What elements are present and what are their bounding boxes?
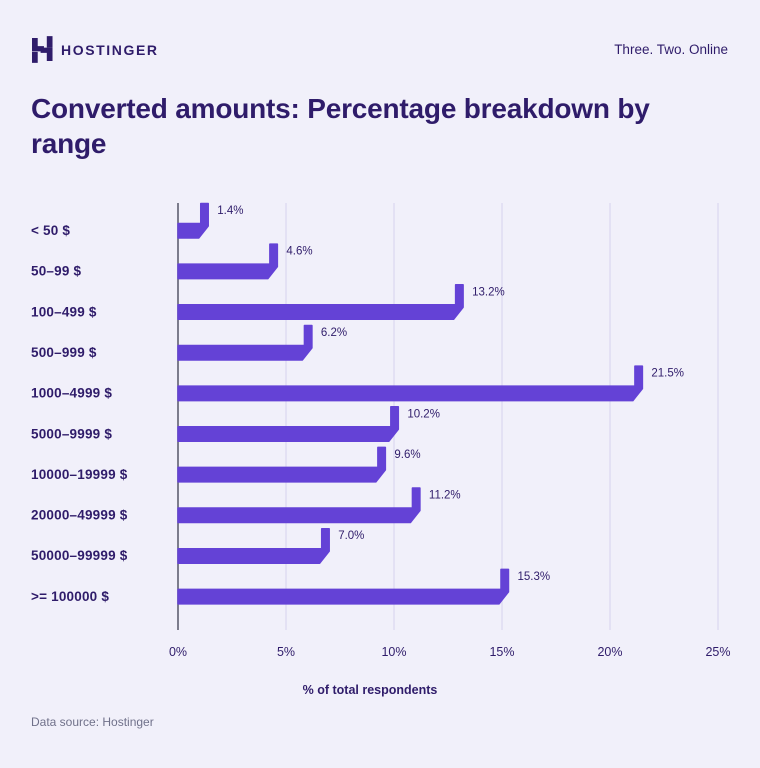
bar: [177, 487, 421, 524]
bar-value-label: 9.6%: [394, 449, 420, 461]
x-axis-label: % of total respondents: [302, 683, 438, 697]
bar: [177, 446, 387, 483]
bar-value-label: 7.0%: [338, 530, 364, 542]
x-tick-label: 25%: [705, 645, 730, 659]
x-tick-label: 20%: [597, 645, 622, 659]
category-label: 1000–4999 $: [31, 386, 112, 401]
category-label: 50000–99999 $: [31, 548, 128, 563]
category-label: 20000–49999 $: [31, 508, 128, 523]
category-label: 5000–9999 $: [31, 426, 112, 441]
category-label: < 50 $: [31, 223, 70, 238]
x-tick-label: 10%: [381, 645, 406, 659]
hostinger-h-logo-icon: [32, 36, 53, 63]
data-source-note: Data source: Hostinger: [31, 715, 154, 729]
bar-value-label: 13.2%: [472, 286, 505, 298]
x-tick-label: 5%: [277, 645, 295, 659]
category-label: 50–99 $: [31, 264, 81, 279]
bar: [177, 324, 313, 361]
bar: [177, 284, 464, 321]
bar: [177, 365, 644, 402]
x-tick-label: 15%: [489, 645, 514, 659]
category-label: >= 100000 $: [31, 589, 109, 604]
bar-value-label: 11.2%: [429, 490, 461, 502]
bar: [177, 243, 279, 280]
category-label: 500–999 $: [31, 345, 97, 360]
bar: [177, 406, 400, 442]
bar-value-label: 4.6%: [286, 246, 312, 258]
bar: [177, 527, 330, 564]
bar-value-label: 21.5%: [651, 368, 684, 380]
brand-name: HOSTINGER: [61, 41, 159, 58]
x-tick-label: 0%: [169, 645, 187, 659]
bar: [177, 568, 510, 605]
category-label: 100–499 $: [31, 304, 97, 319]
header: HOSTINGER Three. Two. Online: [0, 0, 760, 70]
brand-logo: HOSTINGER: [32, 36, 159, 63]
header-tagline: Three. Two. Online: [614, 42, 728, 57]
bar-value-label: 6.2%: [321, 327, 347, 339]
category-label: 10000–19999 $: [31, 467, 128, 482]
bar: [177, 202, 209, 239]
bar-value-label: 10.2%: [407, 408, 440, 420]
bar-value-label: 1.4%: [217, 205, 243, 217]
page-title: Converted amounts: Percentage breakdown …: [31, 93, 650, 159]
bar-value-label: 15.3%: [517, 571, 550, 583]
